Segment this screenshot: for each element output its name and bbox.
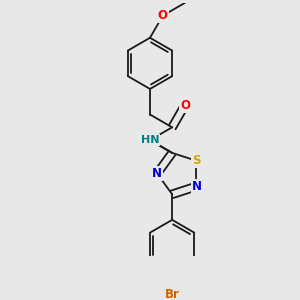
Text: HN: HN bbox=[141, 135, 159, 145]
Text: Br: Br bbox=[165, 288, 180, 300]
Text: O: O bbox=[180, 99, 190, 112]
Text: N: N bbox=[191, 180, 202, 193]
Text: O: O bbox=[158, 9, 168, 22]
Text: S: S bbox=[192, 154, 201, 167]
Text: N: N bbox=[152, 167, 162, 180]
